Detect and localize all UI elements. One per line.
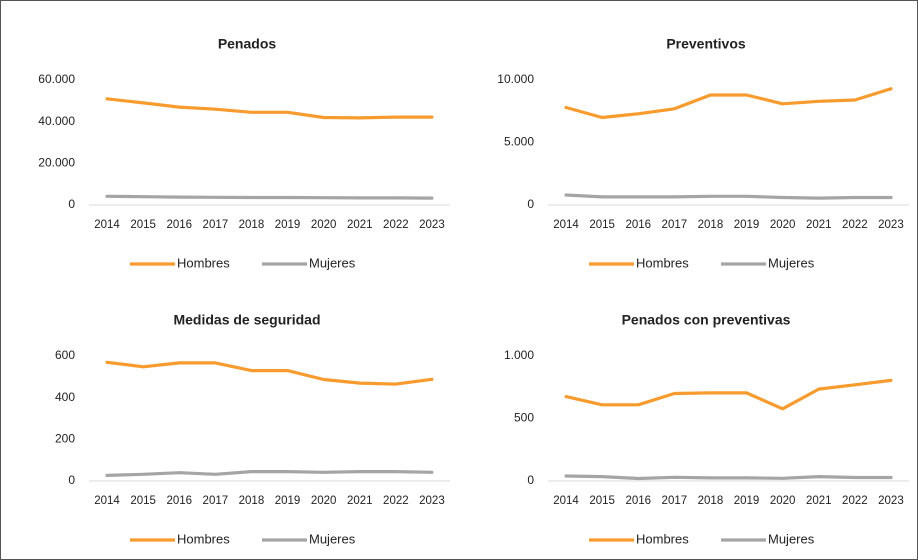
legend-label: Mujeres <box>768 531 815 546</box>
legend-label: Hombres <box>636 255 689 270</box>
line-series <box>105 97 434 120</box>
y-tick-label: 500 <box>514 411 534 425</box>
y-tick-label: 20.000 <box>38 156 75 170</box>
chart-title: Penados con preventivas <box>622 312 791 328</box>
x-tick-label: 2021 <box>806 219 832 231</box>
line-series <box>564 378 893 411</box>
x-tick-label: 2020 <box>311 495 337 507</box>
y-tick-label: 0 <box>527 473 534 487</box>
x-tick-label: 2022 <box>842 219 868 231</box>
line-series <box>105 194 434 200</box>
y-tick-label: 40.000 <box>38 114 75 128</box>
x-tick-label: 2019 <box>275 495 301 507</box>
x-tick-label: 2015 <box>130 219 156 231</box>
x-tick-label: 2014 <box>94 495 120 507</box>
x-tick-label: 2017 <box>203 495 229 507</box>
x-tick-label: 2018 <box>698 219 724 231</box>
x-tick-label: 2015 <box>589 495 615 507</box>
x-tick-label: 2017 <box>662 219 688 231</box>
y-tick-label: 10.000 <box>497 72 534 86</box>
y-tick-label: 0 <box>68 473 75 487</box>
y-tick-label: 0 <box>527 197 534 211</box>
x-tick-label: 2016 <box>625 219 651 231</box>
x-tick-label: 2019 <box>734 219 760 231</box>
line-series <box>564 193 893 200</box>
x-tick-label: 2023 <box>419 219 445 231</box>
x-tick-label: 2019 <box>275 219 301 231</box>
x-tick-label: 2015 <box>130 495 156 507</box>
x-tick-label: 2017 <box>662 495 688 507</box>
legend-label: Mujeres <box>309 255 356 270</box>
legend-label: Mujeres <box>309 531 356 546</box>
y-tick-label: 1.000 <box>504 348 534 362</box>
legend-label: Hombres <box>636 531 689 546</box>
legend-label: Hombres <box>177 255 230 270</box>
x-tick-label: 2020 <box>770 219 796 231</box>
x-tick-label: 2014 <box>94 219 120 231</box>
x-tick-label: 2022 <box>383 219 409 231</box>
x-tick-label: 2016 <box>166 219 192 231</box>
x-tick-label: 2018 <box>239 495 265 507</box>
x-tick-label: 2023 <box>878 495 904 507</box>
x-tick-label: 2016 <box>166 495 192 507</box>
line-series <box>564 474 893 481</box>
y-tick-label: 200 <box>55 432 75 446</box>
line-series <box>564 87 893 120</box>
x-tick-label: 2015 <box>589 219 615 231</box>
x-tick-label: 2022 <box>383 495 409 507</box>
chart-title: Penados <box>218 36 277 52</box>
x-tick-label: 2014 <box>553 495 579 507</box>
x-tick-label: 2021 <box>347 219 373 231</box>
legend-label: Hombres <box>177 531 230 546</box>
x-tick-label: 2020 <box>770 495 796 507</box>
x-tick-label: 2020 <box>311 219 337 231</box>
line-series <box>105 360 434 386</box>
y-tick-label: 600 <box>55 348 75 362</box>
x-tick-label: 2022 <box>842 495 868 507</box>
y-tick-label: 0 <box>68 197 75 211</box>
x-tick-label: 2018 <box>239 219 265 231</box>
x-tick-label: 2016 <box>625 495 651 507</box>
legend-label: Mujeres <box>768 255 815 270</box>
y-tick-label: 5.000 <box>504 135 534 149</box>
x-tick-label: 2017 <box>203 219 229 231</box>
x-tick-label: 2021 <box>347 495 373 507</box>
x-tick-label: 2023 <box>878 219 904 231</box>
chart-title: Medidas de seguridad <box>173 312 320 328</box>
x-tick-label: 2019 <box>734 495 760 507</box>
chart-title: Preventivos <box>666 36 746 52</box>
x-tick-label: 2023 <box>419 495 445 507</box>
x-tick-label: 2021 <box>806 495 832 507</box>
y-tick-label: 60.000 <box>38 72 75 86</box>
y-tick-label: 400 <box>55 390 75 404</box>
x-tick-label: 2018 <box>698 495 724 507</box>
x-tick-label: 2014 <box>553 219 579 231</box>
line-series <box>105 470 434 477</box>
